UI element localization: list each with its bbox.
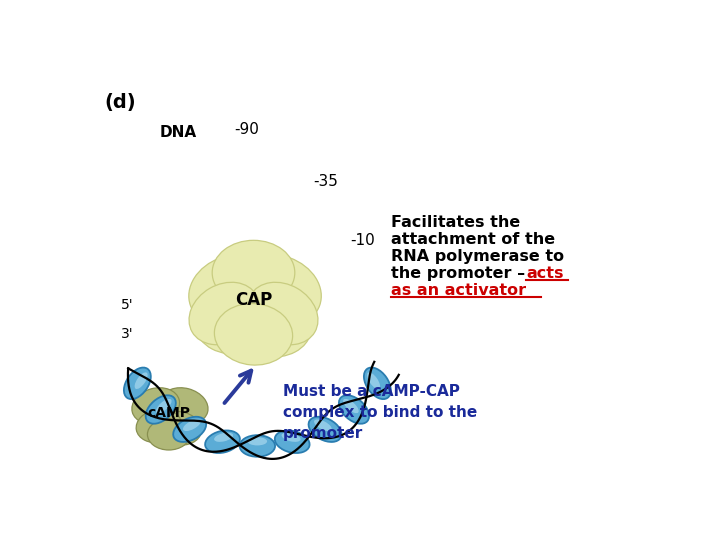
Text: Facilitates the: Facilitates the [390,215,520,230]
Ellipse shape [248,437,267,446]
Text: -90: -90 [234,122,259,137]
Ellipse shape [367,373,380,389]
FancyArrowPatch shape [225,370,251,403]
Ellipse shape [136,409,181,443]
Ellipse shape [339,395,369,424]
Text: (d): (d) [104,92,136,112]
Text: 5': 5' [121,298,133,312]
Ellipse shape [138,390,200,436]
Ellipse shape [214,433,233,442]
Text: -10: -10 [351,233,375,248]
Text: the promoter –: the promoter – [390,266,531,281]
Ellipse shape [248,282,318,345]
Ellipse shape [364,368,391,399]
Ellipse shape [183,420,201,431]
Text: acts: acts [526,266,564,281]
Ellipse shape [230,292,312,357]
Text: RNA polymerase to: RNA polymerase to [390,249,564,264]
Ellipse shape [205,430,240,453]
Ellipse shape [124,368,150,399]
Ellipse shape [314,420,332,431]
Text: CAP: CAP [235,291,272,309]
Ellipse shape [132,388,179,424]
Ellipse shape [275,430,310,453]
Ellipse shape [189,254,275,326]
Ellipse shape [189,282,259,345]
Text: -35: -35 [314,174,338,190]
Ellipse shape [240,435,275,457]
Ellipse shape [212,240,294,305]
Ellipse shape [156,411,202,445]
Ellipse shape [135,373,148,389]
Ellipse shape [148,419,190,450]
Ellipse shape [156,399,171,413]
Ellipse shape [282,433,301,442]
Text: Must be a cAMP-CAP
complex to bind to the
promoter: Must be a cAMP-CAP complex to bind to th… [283,384,477,441]
Ellipse shape [174,417,206,442]
Text: as an activator: as an activator [390,283,526,298]
Ellipse shape [196,288,278,354]
Ellipse shape [145,395,176,424]
Text: attachment of the: attachment of the [390,232,554,247]
Ellipse shape [198,256,309,343]
Ellipse shape [309,417,341,442]
Ellipse shape [343,399,359,413]
Ellipse shape [235,254,321,326]
Ellipse shape [215,303,292,365]
Ellipse shape [161,388,208,424]
Text: DNA: DNA [159,125,197,140]
Text: 3': 3' [121,327,133,341]
Text: cAMP: cAMP [148,406,190,420]
